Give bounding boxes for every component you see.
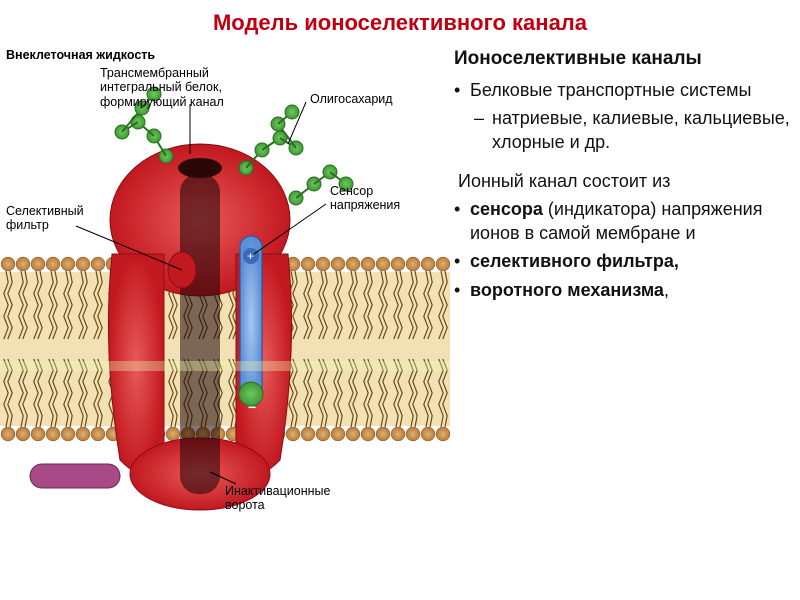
bullet-gate: • воротного механизма, xyxy=(454,278,790,302)
bullet-sensor-text: сенсора (индикатора) напряжения ионов в … xyxy=(470,197,790,246)
bullet-filter-text: селективного фильтра, xyxy=(470,249,790,273)
bullet-sensor: • сенсора (индикатора) напряжения ионов … xyxy=(454,197,790,246)
svg-text:+: + xyxy=(247,249,254,263)
heading-channels: Ионоселективные каналы xyxy=(454,46,790,72)
text-column: Ионоселективные каналы • Белковые трансп… xyxy=(450,44,800,584)
bullet-filter: • селективного фильтра, xyxy=(454,249,790,273)
title-text: Модель ионоселективного канала xyxy=(213,10,587,35)
bullet-transport-text: Белковые транспортные системы xyxy=(470,78,790,102)
label-filter: Селективный фильтр xyxy=(6,204,84,233)
label-gate: Инактивационные ворота xyxy=(225,484,330,513)
bullet-dot-icon: • xyxy=(454,249,470,273)
bullet-transport: • Белковые транспортные системы xyxy=(454,78,790,102)
bullet-gate-text: воротного механизма, xyxy=(470,278,790,302)
bullet-dot-icon: • xyxy=(454,278,470,302)
page-title: Модель ионоселективного канала xyxy=(0,0,800,44)
dash-icon: – xyxy=(474,106,492,155)
ion-channel-diagram: +− xyxy=(0,44,450,544)
subbullet-types: – натриевые, калиевые, кальциевые, хлорн… xyxy=(474,106,790,155)
diagram-area: +− Внеклеточная жидкость Трансмембранный… xyxy=(0,44,450,584)
label-sensor: Сенсор напряжения xyxy=(330,184,400,213)
para-composition: Ионный канал состоит из xyxy=(458,169,790,193)
label-transmembrane: Трансмембранный интегральный белок, форм… xyxy=(100,66,224,109)
bullet-dot-icon: • xyxy=(454,78,470,102)
subbullet-types-text: натриевые, калиевые, кальциевые, хлорные… xyxy=(492,106,790,155)
label-oligo: Олигосахарид xyxy=(310,92,393,106)
label-extracellular: Внеклеточная жидкость xyxy=(6,48,155,62)
bullet-dot-icon: • xyxy=(454,197,470,246)
